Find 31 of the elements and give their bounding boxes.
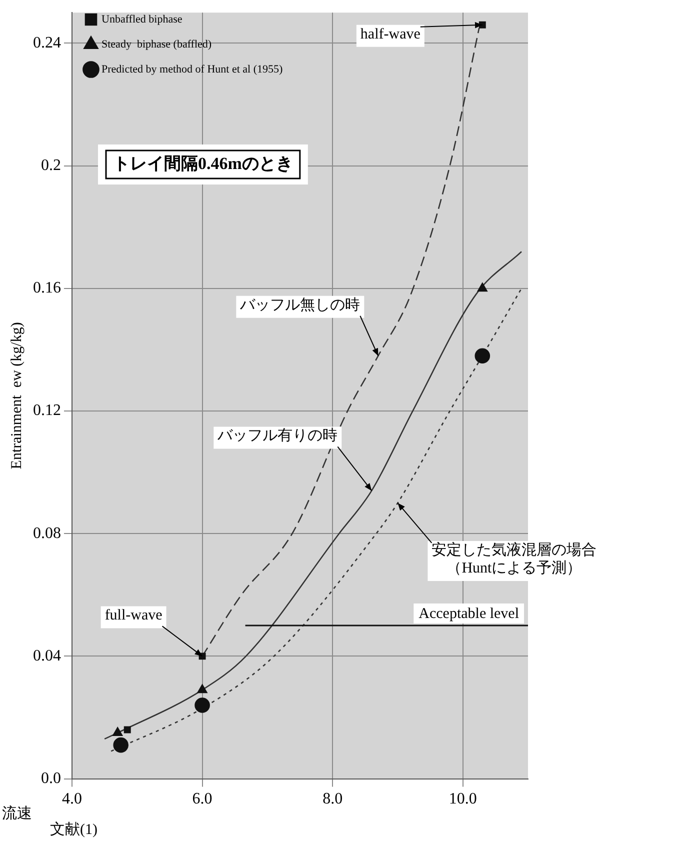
y-tick-label: 0.16 (33, 280, 61, 297)
y-tick-label: 0.08 (33, 524, 61, 542)
point (194, 698, 210, 713)
legend-label: Unbaffled biphase (102, 13, 182, 26)
x-tick-label: 10.0 (448, 790, 477, 808)
x-tick-label: 8.0 (322, 790, 343, 808)
text: トレイ間隔0.46mのとき (113, 154, 293, 173)
y-tick-label: 0.24 (33, 34, 61, 52)
y-axis-title: Entrainment ew (kg/kg) (8, 322, 25, 470)
text: 流速 (2, 805, 32, 822)
x-tick-label: 6.0 (192, 790, 212, 808)
y-tick-label: 0.04 (33, 647, 61, 664)
y-tick-label: 0.0 (41, 770, 61, 788)
annotation: 安定した気液混層の場合（Huntによる予測） (432, 541, 597, 576)
point (124, 726, 131, 734)
text: 文献(1) (50, 821, 98, 838)
annotation: full-wave (104, 608, 163, 624)
annotation: バッフル有りの時 (216, 427, 338, 444)
point (112, 727, 123, 736)
annotation: バッフル無しの時 (239, 296, 360, 314)
legend-label: Predicted by method of Hunt et al (1955) (102, 63, 283, 76)
point (197, 684, 208, 694)
ref-line-label: Acceptable level (418, 606, 520, 622)
point (113, 737, 129, 753)
annotation: half-wave (360, 26, 421, 42)
y-tick-label: 0.12 (33, 402, 61, 420)
y-tick-label: 0.2 (41, 157, 61, 174)
legend-label: Steady biphase (baffled) (102, 38, 212, 50)
point (477, 282, 488, 292)
point (474, 348, 490, 364)
x-tick-label: 4.0 (62, 790, 82, 808)
